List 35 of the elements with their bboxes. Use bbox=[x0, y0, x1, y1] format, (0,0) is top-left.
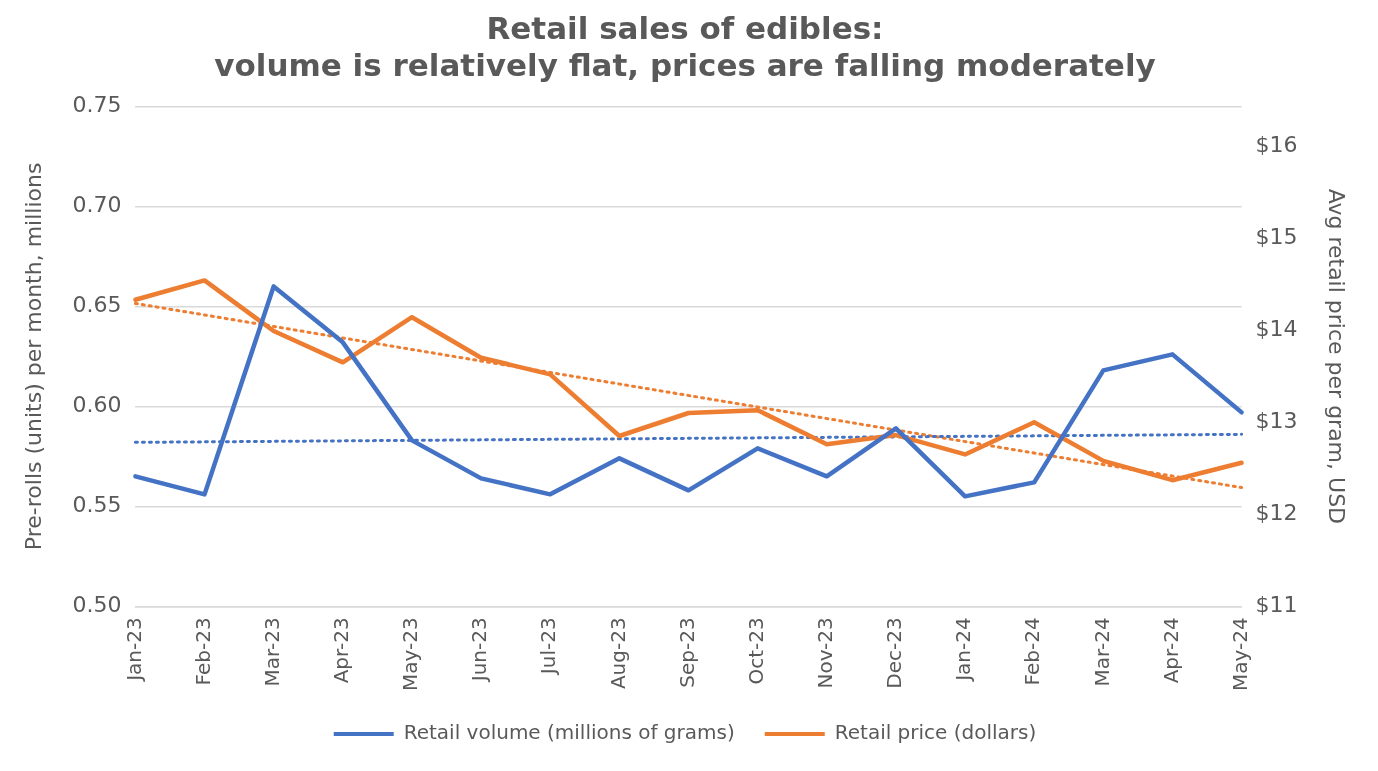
x-tick-label: Jul-23 bbox=[536, 617, 561, 677]
y2-tick-label: $11 bbox=[1255, 592, 1298, 618]
x-tick-label: Mar-23 bbox=[259, 617, 284, 687]
x-tick-label: Oct-23 bbox=[743, 617, 768, 685]
x-tick-label: Feb-23 bbox=[190, 617, 215, 686]
x-tick-label: Sep-23 bbox=[674, 617, 699, 688]
x-tick-label: Jan-23 bbox=[121, 617, 146, 683]
y2-tick-label: $13 bbox=[1255, 407, 1298, 433]
y-tick-label: 0.65 bbox=[72, 292, 122, 318]
x-tick-label: Feb-24 bbox=[1020, 617, 1045, 686]
y2-tick-label: $14 bbox=[1255, 315, 1298, 341]
x-tick-label: Apr-23 bbox=[329, 617, 353, 684]
y2-tick-label: $12 bbox=[1255, 499, 1298, 525]
x-tick-label: Mar-24 bbox=[1089, 617, 1114, 687]
y-axis-title: Pre-rolls (units) per month, millions bbox=[20, 162, 46, 551]
y2-tick-label: $16 bbox=[1255, 131, 1298, 157]
x-tick-label: May-23 bbox=[398, 617, 423, 692]
y2-axis-title: Avg retail price per gram, USD bbox=[1324, 188, 1350, 525]
x-tick-label: Aug-23 bbox=[605, 617, 630, 690]
y-tick-label: 0.70 bbox=[72, 192, 122, 218]
legend-label: Retail volume (millions of grams) bbox=[403, 720, 735, 745]
x-tick-label: Apr-24 bbox=[1158, 617, 1183, 684]
legend-label: Retail price (dollars) bbox=[834, 720, 1037, 745]
y-tick-label: 0.75 bbox=[72, 92, 122, 118]
y2-tick-label: $15 bbox=[1255, 223, 1298, 249]
x-tick-label: Nov-23 bbox=[812, 617, 837, 689]
y-tick-label: 0.50 bbox=[72, 592, 122, 618]
y-tick-label: 0.60 bbox=[72, 392, 122, 418]
x-tick-label: Jan-24 bbox=[951, 617, 976, 683]
x-tick-label: Jun-23 bbox=[467, 617, 492, 684]
x-tick-label: May-24 bbox=[1227, 617, 1252, 692]
chart-subtitle: volume is relatively flat, prices are falling moderately bbox=[214, 46, 1156, 83]
chart-title: Retail sales of edibles: bbox=[486, 9, 884, 46]
x-tick-label: Dec-23 bbox=[882, 617, 907, 689]
y-tick-label: 0.55 bbox=[72, 492, 122, 518]
